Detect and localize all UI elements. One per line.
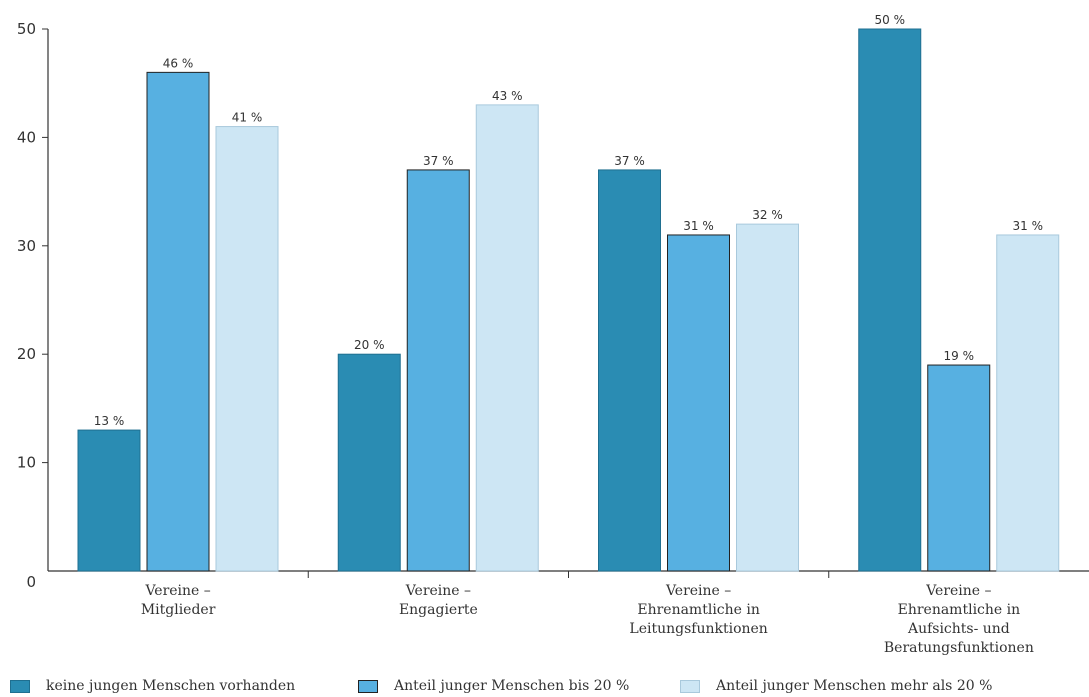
legend-item-series-2: Anteil junger Menschen bis 20 % (358, 678, 629, 694)
legend-label-series-1: keine jungen Menschen vorhanden (46, 678, 296, 694)
data-label-series-2-category-1: 46 % (163, 56, 194, 70)
data-label-series-3-category-3: 32 % (752, 208, 783, 222)
bar-series-3-category-3 (736, 223, 799, 572)
x-category-label-4: Vereine – (925, 583, 991, 599)
data-label-series-2-category-3: 31 % (683, 219, 714, 233)
legend-swatch-series-3 (680, 679, 700, 693)
legend: keine jungen Menschen vorhanden Anteil j… (0, 678, 1089, 697)
bar-series-3-category-2 (475, 104, 539, 572)
bar-series-1-category-4 (858, 28, 922, 572)
x-category-label-2: Vereine – (405, 583, 471, 599)
legend-label-series-3: Anteil junger Menschen mehr als 20 % (716, 678, 993, 694)
x-category-label-4: Aufsichts- und (907, 621, 1010, 637)
bar-series-1-category-2 (337, 353, 401, 572)
bar-chart: 0 10 20 30 40 50 13 % 46 % 41 % Vereine – Mitglie… (17, 13, 1089, 656)
bar-series-2-category-2 (406, 169, 470, 572)
bar-series-1-category-3 (598, 169, 661, 572)
data-label-series-1-category-2: 20 % (354, 338, 385, 352)
data-label-series-2-category-2: 37 % (423, 154, 454, 168)
x-category-label-3: Leitungsfunktionen (629, 621, 767, 637)
bar-series-1-category-1 (77, 429, 141, 572)
x-category-label-1: Mitglieder (141, 602, 216, 618)
labels: 13 % 46 % 41 % Vereine – Mitglieder 20 % 37 % 4… (94, 13, 1043, 656)
x-category-label-4: Ehrenamtliche in (898, 602, 1021, 618)
bar-series-3-category-1 (215, 126, 279, 572)
y-tick-label: 10 (17, 454, 36, 472)
data-label-series-2-category-4: 19 % (944, 349, 975, 363)
bars (77, 28, 1060, 572)
x-category-label-1: Vereine – (144, 583, 210, 599)
data-label-series-1-category-1: 13 % (94, 414, 125, 428)
y-tick-label: 20 (17, 345, 36, 363)
data-label-series-3-category-1: 41 % (232, 111, 263, 125)
legend-item-series-3: Anteil junger Menschen mehr als 20 % (680, 678, 992, 694)
y-tick-label: 40 (17, 128, 36, 146)
legend-swatch-series-2 (358, 679, 378, 693)
x-category-label-3: Vereine – (665, 583, 731, 599)
legend-swatch-series-1 (10, 679, 30, 693)
bar-series-2-category-1 (146, 71, 210, 572)
data-label-series-1-category-4: 50 % (875, 13, 906, 27)
y-tick-label: 0 (26, 573, 36, 591)
data-label-series-3-category-2: 43 % (492, 89, 523, 103)
bar-series-2-category-3 (667, 234, 730, 572)
legend-item-series-1: keine jungen Menschen vorhanden (10, 678, 295, 694)
x-category-label-3: Ehrenamtliche in (637, 602, 760, 618)
y-tick-label: 30 (17, 237, 36, 255)
x-category-label-4: Beratungsfunktionen (884, 640, 1034, 656)
bar-series-2-category-4 (927, 364, 991, 572)
y-tick-label: 50 (17, 20, 36, 38)
bar-series-3-category-4 (996, 234, 1060, 572)
data-label-series-3-category-4: 31 % (1013, 219, 1044, 233)
data-label-series-1-category-3: 37 % (614, 154, 645, 168)
legend-label-series-2: Anteil junger Menschen bis 20 % (394, 678, 630, 694)
x-category-label-2: Engagierte (399, 602, 478, 618)
